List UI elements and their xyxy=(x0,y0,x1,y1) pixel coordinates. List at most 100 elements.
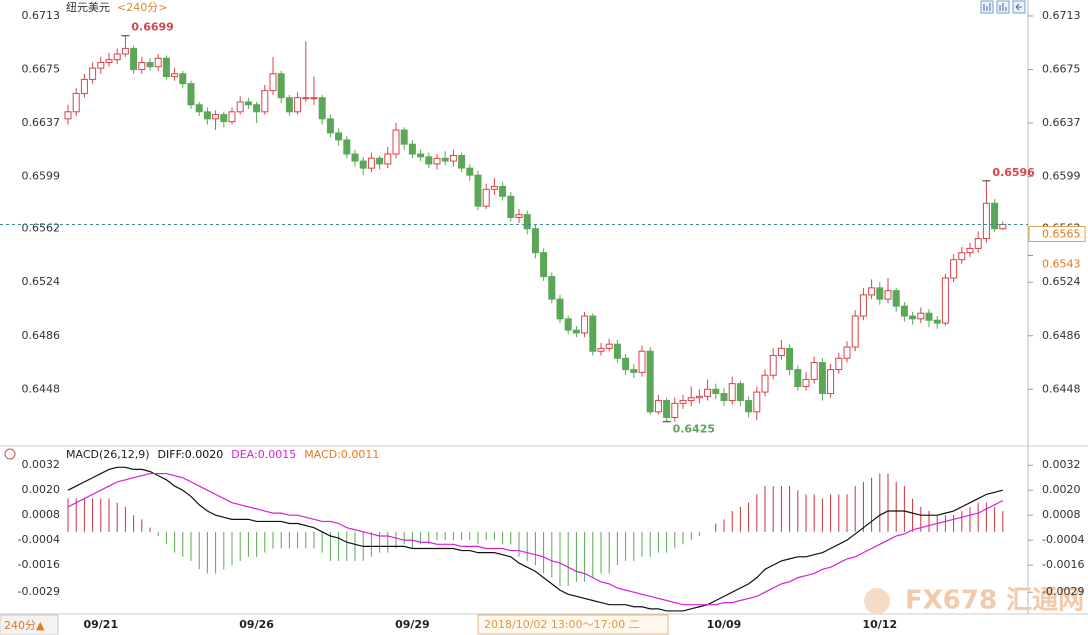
candle-body xyxy=(326,118,334,134)
candle-body xyxy=(966,247,974,254)
candle-body xyxy=(720,393,728,402)
candle-body xyxy=(474,174,482,207)
candle-body xyxy=(384,153,392,165)
candle-body xyxy=(753,391,761,413)
last-price-label: 0.6565 xyxy=(1042,227,1081,240)
ref-price-label: 0.6543 xyxy=(1042,257,1081,270)
tool-glyph xyxy=(983,3,1022,11)
y-tick-label-left: 0.6448 xyxy=(22,382,61,395)
candle-body xyxy=(162,57,170,78)
candle-body xyxy=(900,305,908,317)
period-button-label[interactable]: 240分▲ xyxy=(4,619,45,632)
candle-body xyxy=(843,346,851,359)
candle-body xyxy=(745,400,753,413)
y-tick-label: 0.0020 xyxy=(1042,483,1081,496)
y-tick-label-left: 0.6524 xyxy=(22,275,61,288)
y-tick-label-left: 0.0008 xyxy=(22,508,61,521)
candle-body xyxy=(630,369,638,373)
candle-body xyxy=(236,101,244,113)
period-button[interactable] xyxy=(0,614,59,635)
y-tick-label: -0.0016 xyxy=(1042,558,1084,571)
candle-body xyxy=(548,276,556,300)
y-tick-label: 0.6675 xyxy=(1042,63,1081,76)
candle-body xyxy=(982,202,990,240)
y-tick-label-left: 0.6713 xyxy=(22,9,61,22)
candle-body xyxy=(581,315,589,334)
settings-icon[interactable] xyxy=(4,448,16,460)
candle-body xyxy=(515,214,523,218)
y-tick-label: 0.6637 xyxy=(1042,116,1081,129)
candle-body xyxy=(556,298,564,320)
y-tick-label: 0.6448 xyxy=(1042,382,1081,395)
candle-body xyxy=(146,61,154,68)
y-tick-label-left: 0.6637 xyxy=(22,116,61,129)
candle-body xyxy=(130,47,138,71)
candle-body xyxy=(121,47,129,55)
candle-body xyxy=(64,111,72,120)
y-tick-label: 0.6486 xyxy=(1042,329,1081,342)
y-tick-label-left: 0.6599 xyxy=(22,170,61,183)
candle-body xyxy=(531,228,539,254)
candle-body xyxy=(876,287,884,300)
candle-body xyxy=(80,78,88,94)
candle-body xyxy=(285,97,293,113)
candle-body xyxy=(269,73,277,92)
y-tick-label-left: 0.0032 xyxy=(22,458,61,471)
watermark: FX678 汇通网 xyxy=(905,586,1084,616)
x-tick-label: 09/29 xyxy=(395,618,430,631)
candle-body xyxy=(433,157,441,165)
candle-body xyxy=(671,402,679,418)
candle-body xyxy=(572,329,580,334)
candle-body xyxy=(212,114,220,120)
candle-body xyxy=(646,350,654,413)
candle-body xyxy=(89,67,97,80)
extreme-label: 0.6699 xyxy=(131,21,173,34)
candle-body xyxy=(302,97,310,100)
candle-body xyxy=(310,97,318,100)
candle-body xyxy=(540,252,548,278)
toolbar[interactable] xyxy=(980,0,1026,14)
y-tick-label: 0.6599 xyxy=(1042,170,1081,183)
candle-body xyxy=(318,97,326,120)
y-tick-label-left: -0.0004 xyxy=(18,533,60,546)
candle-body xyxy=(277,73,285,99)
candle-body xyxy=(408,143,416,155)
candle-body xyxy=(417,153,425,158)
legend-entry: MACD(26,12,9) xyxy=(66,448,150,461)
candle-body xyxy=(663,400,671,418)
candle-body xyxy=(958,252,966,261)
candle-body xyxy=(466,167,474,176)
candle-body xyxy=(892,290,900,307)
extreme-label: 0.6425 xyxy=(673,423,715,436)
candle-body xyxy=(917,312,925,320)
y-tick-label-left: 0.6562 xyxy=(22,222,61,235)
candle-body xyxy=(244,101,252,106)
candle-body xyxy=(761,374,769,393)
candle-body xyxy=(925,312,933,321)
macd-line xyxy=(67,466,1003,612)
candle-body xyxy=(449,154,457,162)
candle-body xyxy=(441,157,449,162)
y-tick-label-left: 0.6675 xyxy=(22,63,61,76)
y-tick-label: 0.6713 xyxy=(1042,9,1081,22)
x-tick-label: 09/26 xyxy=(239,618,274,631)
candle-body xyxy=(359,160,367,169)
watermark-logo xyxy=(864,588,890,614)
y-tick-label-left: -0.0016 xyxy=(18,558,60,571)
candle-body xyxy=(868,287,876,296)
candle-body xyxy=(827,369,835,395)
chart-subtitle: <240分> xyxy=(117,1,167,14)
y-tick-label: 0.6524 xyxy=(1042,275,1081,288)
candle-body xyxy=(499,185,507,197)
candle-body xyxy=(523,214,531,230)
candle-body xyxy=(220,114,228,123)
candle-body xyxy=(507,195,515,218)
y-tick-label: 0.0008 xyxy=(1042,508,1081,521)
y-tick-label-left: 0.6486 xyxy=(22,329,61,342)
candle-body xyxy=(786,347,794,371)
candle-body xyxy=(392,129,400,155)
candle-body xyxy=(884,290,892,300)
extreme-label: 0.6596 xyxy=(992,166,1035,179)
candle-body xyxy=(482,188,490,207)
y-tick-label: 0.0032 xyxy=(1042,458,1081,471)
